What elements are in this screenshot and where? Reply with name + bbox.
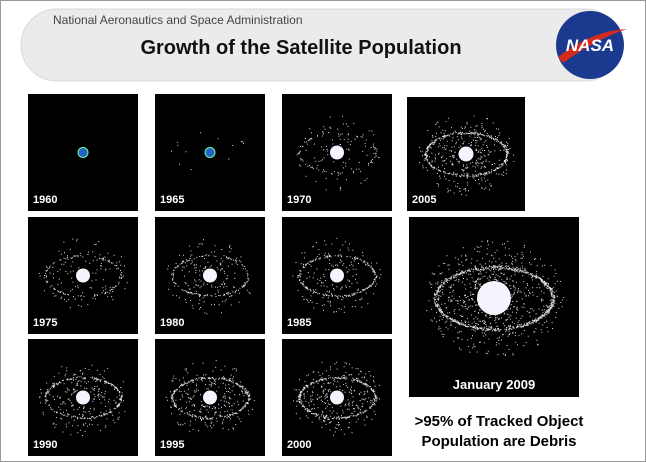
earth bbox=[76, 268, 90, 283]
panel-label: 1985 bbox=[287, 317, 311, 329]
panel-label: 1980 bbox=[160, 317, 184, 329]
debris bbox=[296, 115, 380, 191]
earth bbox=[330, 390, 344, 405]
nasa-logo: NASA bbox=[556, 11, 627, 79]
debris bbox=[293, 361, 380, 436]
panel-label: 2005 bbox=[412, 194, 436, 206]
earth bbox=[76, 390, 90, 405]
earth bbox=[204, 147, 216, 158]
logo-text: NASA bbox=[566, 36, 614, 55]
earth bbox=[477, 281, 511, 315]
earth bbox=[330, 145, 344, 160]
debris bbox=[39, 364, 126, 436]
panels: 1960 1965 1970 2005 1975 1980 1985 1990 1995 2000… bbox=[28, 94, 579, 456]
earth bbox=[77, 147, 89, 158]
agency-name: National Aeronautics and Space Administr… bbox=[53, 13, 303, 27]
panel-label: 1970 bbox=[287, 194, 311, 206]
panel-label: 1960 bbox=[33, 194, 57, 206]
caption: >95% of Tracked Object Population are De… bbox=[414, 413, 584, 450]
earth bbox=[330, 268, 344, 283]
earth bbox=[458, 146, 474, 162]
panel-label: January 2009 bbox=[453, 377, 535, 392]
slide-title: Growth of the Satellite Population bbox=[140, 37, 462, 59]
panel-label: 1995 bbox=[160, 439, 184, 451]
panel-label: 1965 bbox=[160, 194, 184, 206]
panel-label: 1990 bbox=[33, 439, 57, 451]
earth bbox=[203, 268, 217, 283]
earth bbox=[203, 390, 217, 405]
panel-label: 1975 bbox=[33, 317, 57, 329]
panel-label: 2000 bbox=[287, 439, 311, 451]
